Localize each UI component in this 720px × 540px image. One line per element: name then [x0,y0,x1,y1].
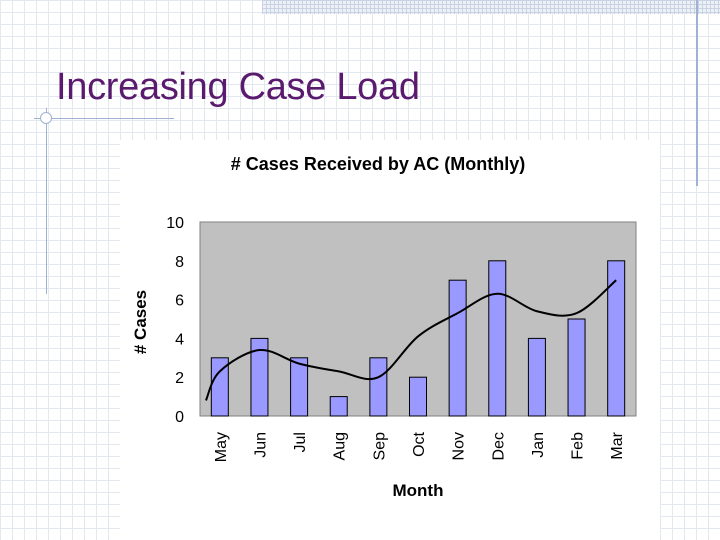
y-axis-label: # Cases [131,290,150,354]
bar-sep [369,357,388,417]
x-tick-label: Dec [490,432,507,460]
x-axis-ticks: May Jun Jul Aug Sep Oct Nov Dec Jan Feb Mar [213,431,626,462]
x-tick-label: Jun [252,432,269,458]
y-tick-label: 4 [175,331,184,348]
slide-decor-line-right [696,0,698,186]
slide-title: Increasing Case Load [56,66,420,108]
bar-feb [567,318,586,417]
slide-decor-line-left [46,108,47,294]
bar-nov [448,279,467,417]
y-tick-label: 2 [175,370,184,387]
x-axis-label: Month [393,481,444,500]
x-tick-label: Aug [332,432,349,460]
x-tick-label: May [213,432,230,462]
chart-title: # Cases Received by AC (Monthly) [231,154,525,174]
bars [210,260,626,417]
y-axis-ticks: 0 2 4 6 8 10 [166,215,184,426]
y-tick-label: 8 [175,254,184,271]
x-tick-label: Feb [570,432,587,460]
bar-oct [409,376,427,417]
y-tick-label: 6 [175,293,184,310]
y-tick-label: 0 [175,409,184,426]
bar-mar [607,260,626,417]
trend-line [205,279,617,401]
x-tick-label: Jul [292,432,309,452]
slide-decor-ring [40,112,52,124]
bar-jun [250,337,269,417]
slide-decor-title-underline [34,118,174,119]
x-tick-label: Sep [371,432,388,461]
y-tick-label: 10 [166,215,184,232]
x-tick-label: Nov [451,432,468,460]
bar-jul [290,357,309,417]
bar-jan [527,337,546,417]
bar-aug [329,396,348,417]
bar-dec [488,260,507,417]
x-tick-label: Mar [609,431,626,459]
x-tick-label: Oct [411,431,428,456]
slide-top-band [262,0,720,14]
x-tick-label: Jan [530,432,547,458]
